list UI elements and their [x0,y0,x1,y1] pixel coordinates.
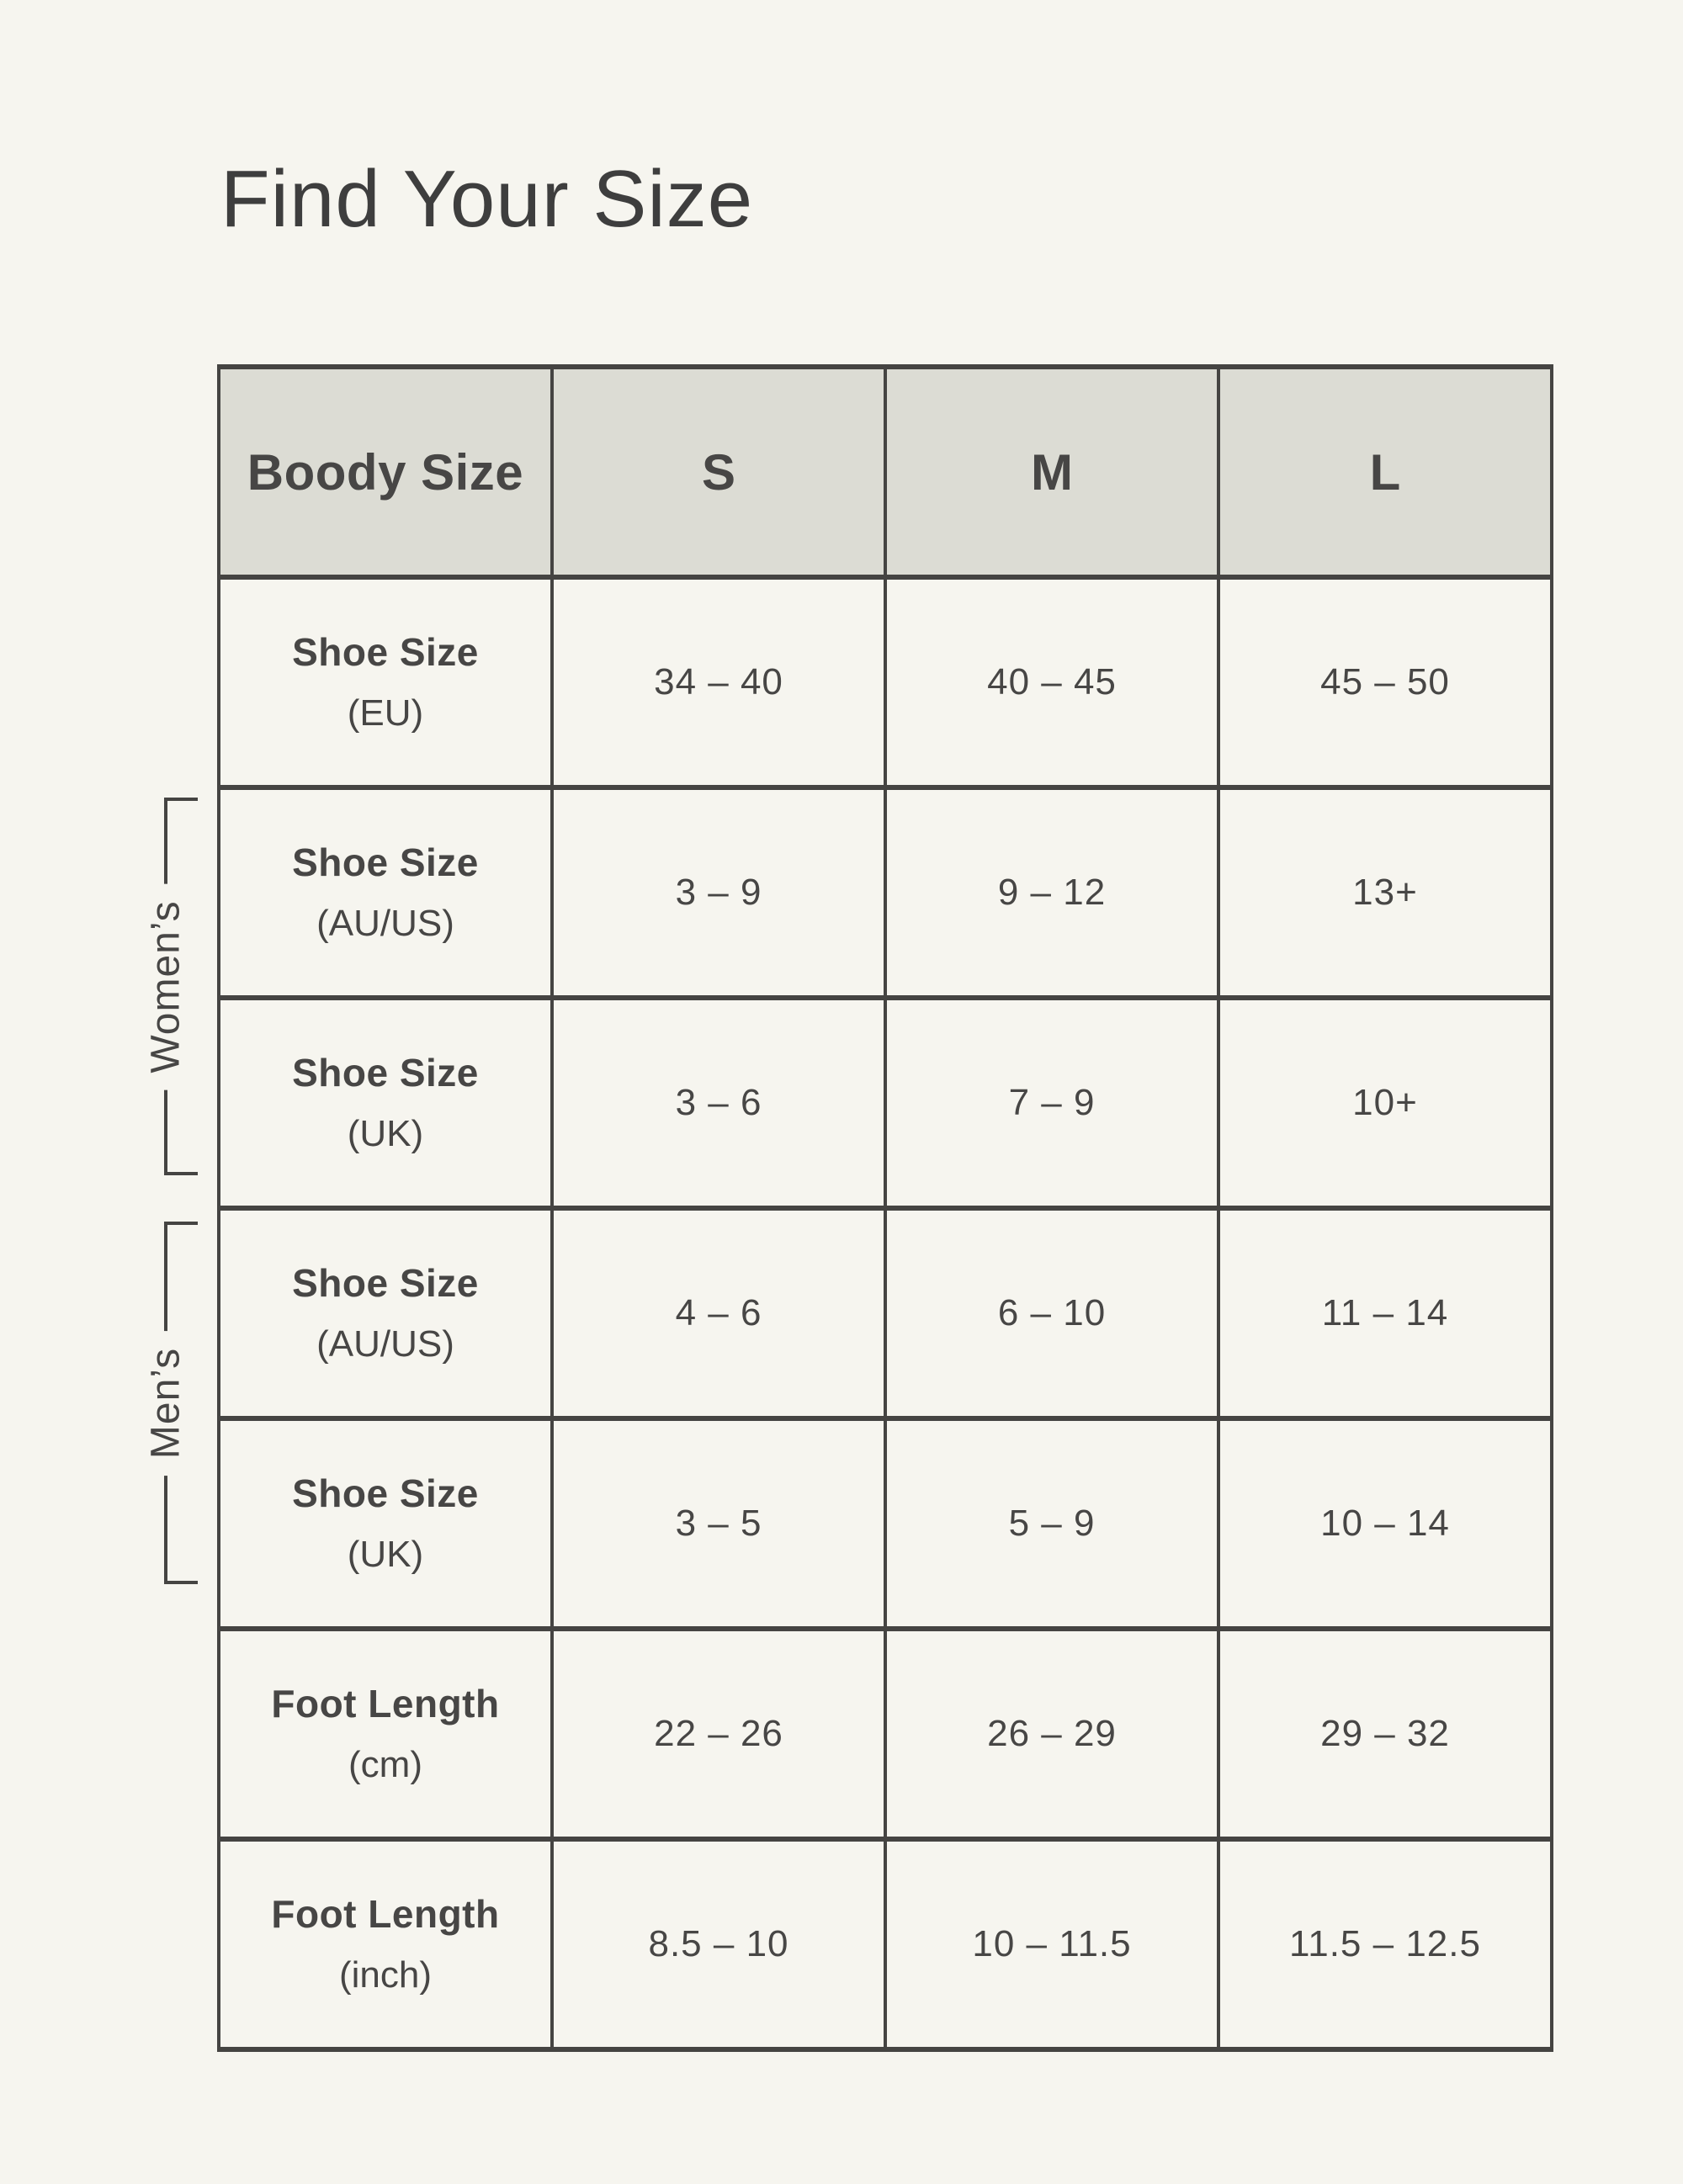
header-boody-size: Boody Size [217,364,554,580]
row-header-womens-shoe-size-auus: Shoe Size (AU/US) [217,785,554,1000]
row-sublabel: (AU/US) [316,1323,454,1365]
header-size-s: S [550,364,887,580]
size-value-cell: 29 – 32 [1217,1626,1553,1842]
row-label: Foot Length [271,1682,500,1725]
table-row-mens-shoe-size-auus: Shoe Size (AU/US) 4 – 6 6 – 10 11 – 14 [217,1206,1553,1421]
row-header-foot-length-inch: Foot Length (inch) [217,1837,554,2052]
size-value-cell: 10+ [1217,995,1553,1211]
table-row-foot-length-inch: Foot Length (inch) 8.5 – 10 10 – 11.5 11… [217,1837,1553,2052]
size-value-cell: 3 – 6 [550,995,887,1211]
row-sublabel: (EU) [347,692,424,734]
row-label: Shoe Size [292,1261,479,1305]
table-row-foot-length-cm: Foot Length (cm) 22 – 26 26 – 29 29 – 32 [217,1626,1553,1842]
size-value-cell: 7 – 9 [884,995,1220,1211]
row-label: Foot Length [271,1892,500,1936]
row-sublabel: (UK) [347,1113,424,1154]
header-size-m: M [884,364,1220,580]
row-header-mens-shoe-size-uk: Shoe Size (UK) [217,1416,554,1631]
bracket-tick-bottom [164,1172,198,1175]
size-value-cell: 3 – 9 [550,785,887,1000]
bracket-tick-top [164,798,198,801]
size-value-cell: 22 – 26 [550,1626,887,1842]
row-header-mens-shoe-size-auus: Shoe Size (AU/US) [217,1206,554,1421]
womens-group-label: Women’s [137,883,194,1090]
table-header-row: Boody Size S M L [217,364,1553,580]
size-value-cell: 10 – 14 [1217,1416,1553,1631]
size-value-cell: 26 – 29 [884,1626,1220,1842]
row-sublabel: (AU/US) [316,903,454,944]
row-sublabel: (UK) [347,1534,424,1575]
row-label: Shoe Size [292,840,479,884]
size-value-cell: 10 – 11.5 [884,1837,1220,2052]
row-header-shoe-size-eu: Shoe Size (EU) [217,575,554,790]
table-row-shoe-size-eu: Shoe Size (EU) 34 – 40 40 – 45 45 – 50 [217,575,1553,790]
mens-group-label: Men’s [137,1330,194,1476]
size-value-cell: 6 – 10 [884,1206,1220,1421]
size-value-cell: 34 – 40 [550,575,887,790]
row-label: Shoe Size [292,630,479,674]
bracket-tick-bottom [164,1581,198,1584]
womens-group-bracket: Women’s [137,798,198,1175]
table-row-womens-shoe-size-uk: Shoe Size (UK) 3 – 6 7 – 9 10+ [217,995,1553,1211]
size-value-cell: 5 – 9 [884,1416,1220,1631]
size-chart-table: Boody Size S M L Shoe Size (EU) 34 – 40 … [217,364,1553,2052]
table-row-womens-shoe-size-auus: Shoe Size (AU/US) 3 – 9 9 – 12 13+ [217,785,1553,1000]
size-value-cell: 8.5 – 10 [550,1837,887,2052]
row-label: Shoe Size [292,1471,479,1515]
row-sublabel: (cm) [348,1744,422,1785]
bracket-tick-top [164,1222,198,1225]
row-header-foot-length-cm: Foot Length (cm) [217,1626,554,1842]
row-header-womens-shoe-size-uk: Shoe Size (UK) [217,995,554,1211]
mens-group-bracket: Men’s [137,1222,198,1584]
table-row-mens-shoe-size-uk: Shoe Size (UK) 3 – 5 5 – 9 10 – 14 [217,1416,1553,1631]
size-value-cell: 40 – 45 [884,575,1220,790]
page-title: Find Your Size [220,154,754,244]
size-value-cell: 9 – 12 [884,785,1220,1000]
size-value-cell: 45 – 50 [1217,575,1553,790]
size-value-cell: 3 – 5 [550,1416,887,1631]
row-label: Shoe Size [292,1051,479,1095]
header-size-l: L [1217,364,1553,580]
row-sublabel: (inch) [338,1954,433,1996]
size-value-cell: 4 – 6 [550,1206,887,1421]
size-value-cell: 11 – 14 [1217,1206,1553,1421]
size-value-cell: 13+ [1217,785,1553,1000]
size-value-cell: 11.5 – 12.5 [1217,1837,1553,2052]
